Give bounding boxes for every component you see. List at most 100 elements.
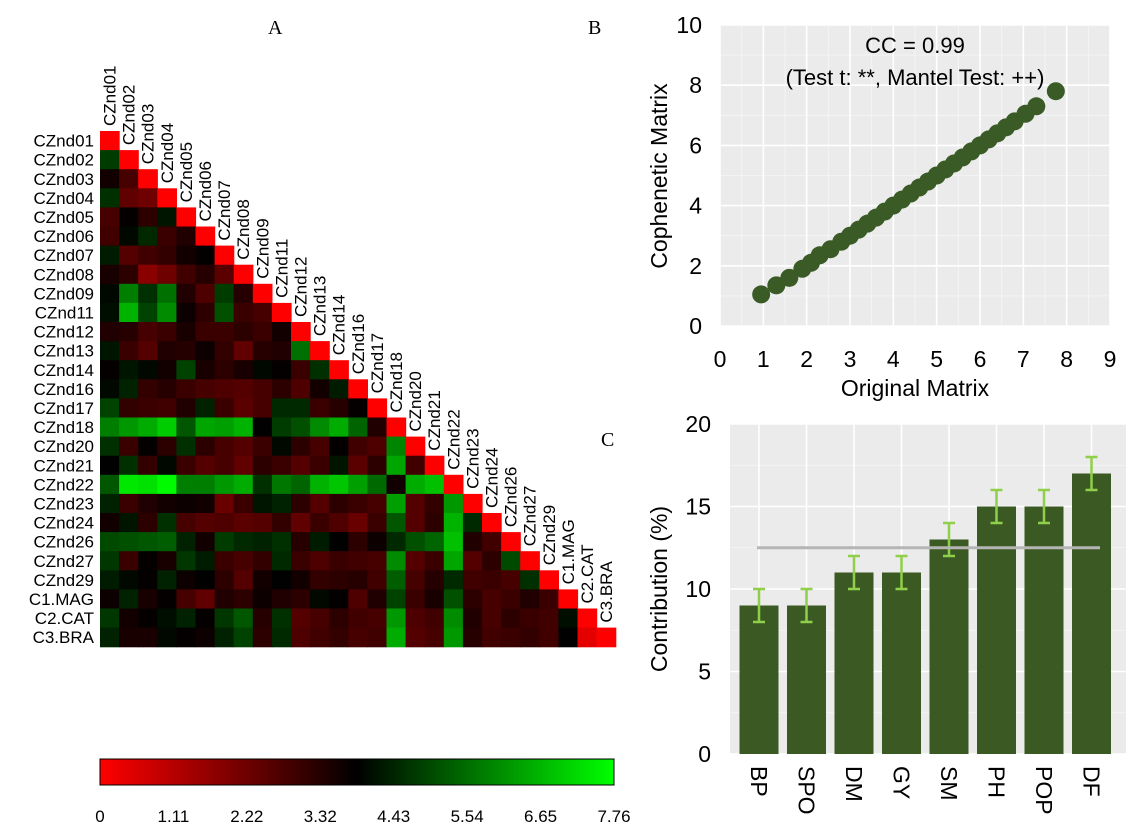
heatmap-cell [271, 417, 292, 438]
heatmap-cell [424, 455, 445, 476]
heatmap-cell [291, 493, 311, 514]
heatmap-cell [176, 341, 197, 361]
heatmap-cell [214, 264, 235, 285]
scatter-x-tick-label: 0 [714, 346, 727, 372]
heatmap-cell [424, 513, 445, 533]
heatmap-cell [291, 379, 311, 399]
heatmap-cell [100, 436, 120, 457]
heatmap-cell [100, 532, 120, 552]
heatmap-cell [310, 570, 330, 590]
heatmap-col-label: CZnd13 [311, 276, 330, 336]
heatmap-row-label: CZnd03 [34, 170, 94, 189]
heatmap-cell [195, 283, 216, 304]
heatmap-cell [252, 379, 273, 399]
heatmap-cell [100, 379, 120, 399]
heatmap-cell [214, 493, 235, 514]
heatmap-cell [119, 360, 139, 380]
heatmap-cell [310, 436, 330, 457]
heatmap-cell [100, 474, 120, 495]
heatmap-cell [157, 264, 177, 285]
heatmap-cell [291, 417, 311, 438]
heatmap-cell [233, 551, 254, 571]
heatmap-cell [520, 627, 540, 648]
heatmap-cell [138, 245, 158, 266]
heatmap-cell [329, 455, 349, 476]
scatter-y-tick-label: 4 [689, 193, 702, 219]
heatmap-cell [119, 322, 139, 342]
heatmap-cell [119, 379, 139, 399]
bar-x-tick-label: PH [984, 766, 1010, 798]
heatmap-cell [424, 570, 445, 590]
heatmap-cell [291, 627, 311, 648]
heatmap-cell [291, 360, 311, 380]
heatmap-cell [214, 360, 235, 380]
heatmap-cell [233, 417, 254, 438]
heatmap-cell [271, 360, 292, 380]
heatmap-cell [271, 341, 292, 361]
heatmap-cell [252, 341, 273, 361]
heatmap-cell [271, 551, 292, 571]
heatmap-cell [348, 551, 368, 571]
colorbar-tick-label: 2.22 [230, 807, 263, 826]
heatmap-cell [100, 302, 120, 323]
heatmap-cell [252, 283, 273, 304]
heatmap-cell [482, 627, 502, 648]
heatmap-cell [214, 570, 235, 590]
heatmap-cell [119, 264, 139, 285]
heatmap-row-label: CZnd24 [34, 514, 94, 533]
scatter-x-tick-label: 4 [887, 346, 900, 372]
panel-b-letter: B [588, 17, 601, 39]
heatmap-cell [214, 513, 235, 533]
heatmap-cell [443, 513, 464, 533]
bar-x-tick-label: SM [936, 766, 962, 801]
heatmap-cell [520, 570, 540, 590]
heatmap-col-label: CZnd26 [502, 467, 521, 527]
heatmap-cell [310, 398, 330, 419]
heatmap-cell [386, 532, 407, 552]
heatmap-cell [424, 608, 445, 629]
heatmap-cell [271, 398, 292, 419]
heatmap-cell [100, 589, 120, 610]
heatmap-cell [138, 551, 158, 571]
heatmap-cell [329, 493, 349, 514]
heatmap-cell [367, 570, 388, 590]
heatmap-cell [195, 589, 216, 610]
heatmap-cell [176, 283, 197, 304]
heatmap-row-label: CZnd07 [34, 246, 94, 265]
heatmap-cell [367, 627, 388, 648]
colorbar-tick-label: 5.54 [451, 807, 484, 826]
heatmap-cell [405, 608, 426, 629]
heatmap-cell [596, 627, 617, 648]
heatmap-cell [386, 436, 407, 457]
bar-x-tick-label: GY [889, 766, 915, 799]
heatmap-cell [462, 570, 483, 590]
heatmap-cell [443, 474, 464, 495]
heatmap-cell [119, 150, 139, 170]
heatmap-cell [176, 589, 197, 610]
scatter-x-axis-label: Original Matrix [841, 375, 990, 401]
heatmap-cell [271, 513, 292, 533]
bar-x-tick-label: POP [1031, 766, 1057, 815]
heatmap-cell [119, 169, 139, 189]
colorbar-tick-label: 6.65 [524, 807, 557, 826]
heatmap-cell [482, 589, 502, 610]
heatmap-cell [291, 455, 311, 476]
heatmap-cell [138, 417, 158, 438]
heatmap-cell [138, 589, 158, 610]
heatmap-cell [100, 150, 120, 170]
heatmap-cell [386, 551, 407, 571]
heatmap-cell [195, 226, 216, 247]
heatmap-col-label: CZnd17 [368, 333, 387, 393]
heatmap-cell [310, 341, 330, 361]
heatmap-cell [310, 474, 330, 495]
heatmap-cell [386, 455, 407, 476]
scatter-annotation-line1: CC = 0.99 [865, 33, 965, 58]
heatmap-cell [157, 341, 177, 361]
heatmap-col-label: CZnd23 [463, 428, 482, 488]
heatmap-cell [138, 169, 158, 189]
heatmap-cell [138, 226, 158, 247]
bar [929, 539, 969, 754]
heatmap-cell [157, 245, 177, 266]
heatmap-col-label: CZnd27 [521, 486, 540, 546]
heatmap-cell [195, 493, 216, 514]
